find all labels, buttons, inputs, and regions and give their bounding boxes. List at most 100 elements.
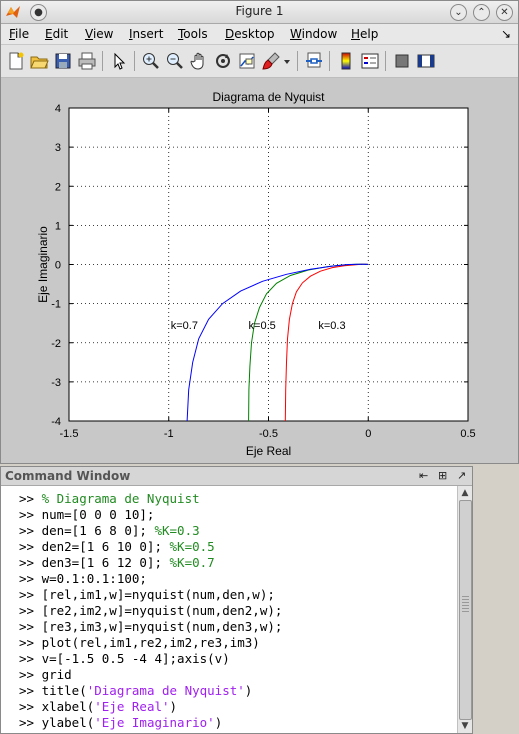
nyquist-plot[interactable]: -1.5 -1 -0.5 0 0.5 4 3 2 1 0 -1 -2 -3 -4 Diagrama de N… bbox=[1, 78, 518, 463]
command-line: >> plot(rel,im1,re2,im2,re3,im3) bbox=[19, 635, 282, 651]
pin-window-button[interactable]: ● bbox=[30, 4, 47, 21]
command-text: [rel,im1,w]=nyquist(num,den,w); bbox=[41, 587, 275, 602]
scrollbar-thumb[interactable] bbox=[459, 500, 472, 720]
x-tick-label: -0.5 bbox=[259, 428, 278, 440]
y-tick-label: 4 bbox=[55, 103, 61, 115]
scroll-down-icon[interactable]: ▼ bbox=[461, 721, 469, 731]
plot-area: -1.5 -1 -0.5 0 0.5 4 3 2 1 0 -1 -2 -3 -4 Diagrama de N… bbox=[1, 78, 518, 463]
menu-mnemonic: V bbox=[85, 27, 93, 41]
command-window[interactable]: Command Window ⇤ ⊞ ↗ >> % Diagrama de Ny… bbox=[0, 466, 473, 734]
command-prompt: >> bbox=[19, 683, 42, 698]
rotate-3d-icon[interactable] bbox=[213, 51, 233, 71]
colorbar-icon[interactable] bbox=[336, 51, 356, 71]
command-text: den2=[1 6 10 0]; bbox=[41, 539, 170, 554]
command-text: %K=0.7 bbox=[169, 555, 215, 570]
command-line: >> w=0.1:0.1:100; bbox=[19, 571, 282, 587]
scroll-up-icon[interactable]: ▲ bbox=[461, 488, 469, 498]
menu-help[interactable]: Help bbox=[351, 27, 378, 41]
brush-icon[interactable] bbox=[261, 51, 281, 71]
maximize-button[interactable]: ⌃ bbox=[473, 4, 490, 21]
close-button[interactable]: ✕ bbox=[496, 4, 513, 21]
command-line: >> title('Diagrama de Nyquist') bbox=[19, 683, 282, 699]
new-figure-icon[interactable] bbox=[6, 51, 26, 71]
x-tick-label: 0.5 bbox=[460, 428, 475, 440]
print-icon[interactable] bbox=[77, 51, 97, 71]
command-prompt: >> bbox=[19, 715, 42, 730]
open-file-icon[interactable] bbox=[29, 51, 49, 71]
menu-insert[interactable]: Insert bbox=[129, 27, 163, 41]
menu-edit[interactable]: Edit bbox=[45, 27, 68, 41]
annotation-label: k=0.7 bbox=[171, 320, 198, 332]
data-cursor-icon[interactable] bbox=[237, 51, 257, 71]
annotation-label: k=0.3 bbox=[318, 320, 345, 332]
menu-tools[interactable]: Tools bbox=[178, 27, 208, 41]
menu-label-rest: dit bbox=[52, 27, 69, 41]
y-tick-label: 2 bbox=[55, 181, 61, 193]
menu-label-rest: ile bbox=[15, 27, 30, 41]
command-line: >> v=[-1.5 0.5 -4 4];axis(v) bbox=[19, 651, 282, 667]
x-axis-label: Eje Real bbox=[246, 444, 291, 458]
zoom-out-icon[interactable] bbox=[165, 51, 185, 71]
menu-window[interactable]: Window bbox=[290, 27, 337, 41]
y-tick-label: -4 bbox=[51, 416, 61, 428]
chart-title: Diagrama de Nyquist bbox=[212, 90, 325, 104]
command-line: >> [rel,im1,w]=nyquist(num,den,w); bbox=[19, 587, 282, 603]
popout-icon[interactable]: ↗ bbox=[457, 469, 467, 482]
command-text: 'Eje Imaginario' bbox=[94, 715, 215, 730]
maximize-panel-icon[interactable]: ⊞ bbox=[438, 469, 448, 482]
vertical-scrollbar[interactable]: ▲ ▼ bbox=[457, 486, 472, 733]
dock-figure-icon[interactable]: ↘ bbox=[501, 27, 512, 41]
command-text: [re3,im3,w]=nyquist(num,den3,w); bbox=[41, 619, 283, 634]
zoom-in-icon[interactable] bbox=[141, 51, 161, 71]
command-text: w=0.1:0.1:100; bbox=[41, 571, 147, 586]
dropdown-arrow-icon[interactable] bbox=[281, 51, 293, 71]
command-text: 'Eje Real' bbox=[94, 699, 170, 714]
command-prompt: >> bbox=[19, 539, 42, 554]
command-prompt: >> bbox=[19, 699, 42, 714]
grip-icon bbox=[462, 596, 469, 614]
command-text: v=[-1.5 0.5 -4 4];axis(v) bbox=[41, 651, 230, 666]
command-line: >> num=[0 0 0 10]; bbox=[19, 507, 282, 523]
window-title: Figure 1 bbox=[235, 4, 284, 18]
command-text: grid bbox=[41, 667, 72, 682]
command-line: >> den3=[1 6 12 0]; %K=0.7 bbox=[19, 555, 282, 571]
menu-file[interactable]: File bbox=[9, 27, 29, 41]
pan-hand-icon[interactable] bbox=[189, 51, 209, 71]
command-text: title( bbox=[41, 683, 87, 698]
command-prompt: >> bbox=[19, 635, 42, 650]
menu-mnemonic: D bbox=[225, 27, 235, 41]
menu-label-rest: indow bbox=[301, 27, 338, 41]
hide-plot-tools-icon[interactable] bbox=[392, 51, 412, 71]
menu-view[interactable]: View bbox=[85, 27, 113, 41]
command-line: >> xlabel('Eje Real') bbox=[19, 699, 282, 715]
command-prompt: >> bbox=[19, 667, 42, 682]
pointer-icon[interactable] bbox=[109, 51, 129, 71]
figure-toolbar bbox=[1, 45, 518, 78]
show-plot-tools-icon[interactable] bbox=[416, 51, 436, 71]
command-prompt: >> bbox=[19, 507, 42, 522]
undock-icon[interactable]: ⇤ bbox=[419, 469, 429, 482]
nyquist-curve-3 bbox=[186, 263, 369, 422]
annotation-label: k=0.5 bbox=[249, 320, 276, 332]
title-bar[interactable]: ● Figure 1 ⌄ ⌃ ✕ bbox=[1, 1, 518, 24]
menu-mnemonic: F bbox=[9, 27, 16, 41]
link-plot-icon[interactable] bbox=[304, 51, 324, 71]
command-text: %K=0.5 bbox=[169, 539, 215, 554]
save-icon[interactable] bbox=[53, 51, 73, 71]
command-text: xlabel( bbox=[41, 699, 95, 714]
command-prompt: >> bbox=[19, 523, 42, 538]
legend-icon[interactable] bbox=[360, 51, 380, 71]
desktop-background bbox=[473, 466, 519, 734]
figure-window: ● Figure 1 ⌄ ⌃ ✕ File Edit View Insert Tools… bbox=[0, 0, 519, 464]
command-output[interactable]: >> % Diagrama de Nyquist >> num=[0 0 0 10… bbox=[19, 491, 282, 731]
menu-label-rest: esktop bbox=[234, 27, 275, 41]
minimize-button[interactable]: ⌄ bbox=[450, 4, 467, 21]
command-text: plot(rel,im1,re2,im2,re3,im3) bbox=[41, 635, 260, 650]
menu-label-rest: elp bbox=[360, 27, 379, 41]
command-prompt: >> bbox=[19, 555, 42, 570]
y-tick-label: -3 bbox=[51, 377, 61, 389]
menu-desktop[interactable]: Desktop bbox=[225, 27, 275, 41]
menu-mnemonic: T bbox=[178, 27, 184, 41]
y-tick-label: 3 bbox=[55, 142, 61, 154]
command-line: >> [re3,im3,w]=nyquist(num,den3,w); bbox=[19, 619, 282, 635]
